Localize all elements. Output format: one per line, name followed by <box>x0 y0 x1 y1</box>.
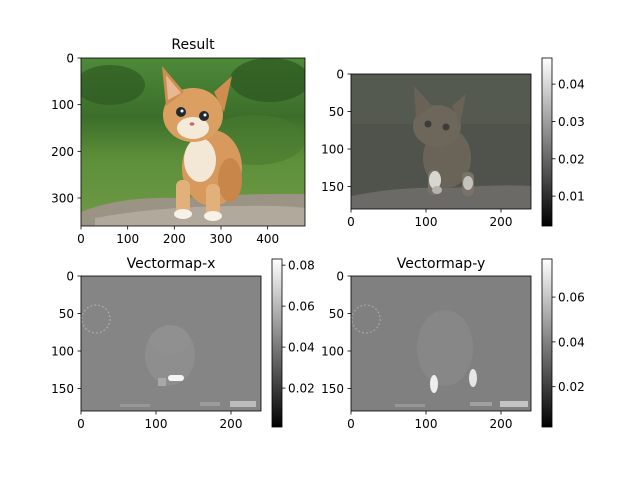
y-tick-label: 50 <box>329 307 344 321</box>
colorbar-faded <box>541 57 553 227</box>
colorbar-tick-label: 0.02 <box>288 382 315 396</box>
y-tick-label: 100 <box>51 345 74 359</box>
vectormap-y-image <box>351 276 531 411</box>
x-tick-label: 200 <box>490 417 513 431</box>
panel-vectormap-y-xticks: 0 100 200 <box>347 411 512 431</box>
x-tick-label: 0 <box>347 417 355 431</box>
x-tick-label: 400 <box>256 232 279 246</box>
x-tick-label: 0 <box>77 232 85 246</box>
x-tick-label: 100 <box>145 417 168 431</box>
colorbar-tick-label: 0.06 <box>558 291 585 305</box>
colorbar-tick-label: 0.03 <box>558 115 585 129</box>
panel-vectormap-x-yticks: 0 50 100 150 <box>51 270 81 396</box>
panel-vectormap-x-xticks: 0 100 200 <box>77 411 242 431</box>
panel-result: Result <box>51 37 306 246</box>
panel-faded-yticks: 0 50 100 150 <box>321 68 351 194</box>
y-tick-label: 100 <box>321 345 344 359</box>
panel-vectormap-x-title: Vectormap-x <box>127 256 216 272</box>
colorbar-vectormap-y <box>541 258 553 428</box>
colorbar-tick-label: 0.02 <box>558 380 585 394</box>
colorbar-vectormap-x <box>271 258 283 428</box>
x-tick-label: 0 <box>347 215 355 229</box>
y-tick-label: 100 <box>321 143 344 157</box>
kitten-image <box>81 58 305 226</box>
colorbar-tick-label: 0.04 <box>288 341 315 355</box>
colorbar-tick-label: 0.08 <box>288 259 315 273</box>
x-tick-label: 100 <box>116 232 139 246</box>
x-tick-label: 100 <box>415 215 438 229</box>
y-tick-label: 300 <box>51 192 74 206</box>
x-tick-label: 200 <box>220 417 243 431</box>
y-tick-label: 50 <box>59 307 74 321</box>
colorbar-tick-label: 0.04 <box>558 335 585 349</box>
colorbar-tick-label: 0.02 <box>558 152 585 166</box>
panel-faded-xticks: 0 100 200 <box>347 209 512 229</box>
colorbar-vectormap-y-ticks: 0.02 0.04 0.06 <box>552 291 585 394</box>
y-tick-label: 50 <box>329 105 344 119</box>
x-tick-label: 200 <box>490 215 513 229</box>
panel-result-xticks: 0 100 200 300 400 <box>77 226 279 246</box>
panel-vectormap-y-title: Vectormap-y <box>397 256 486 272</box>
colorbar-faded-ticks: 0.01 0.02 0.03 0.04 <box>552 78 585 204</box>
x-tick-label: 100 <box>415 417 438 431</box>
panel-result-yticks: 0 100 200 300 <box>51 52 81 206</box>
colorbar-tick-label: 0.04 <box>558 78 585 92</box>
panel-vectormap-y-yticks: 0 50 100 150 <box>321 270 351 396</box>
y-tick-label: 100 <box>51 98 74 112</box>
y-tick-label: 0 <box>336 68 344 82</box>
y-tick-label: 150 <box>51 382 74 396</box>
x-tick-label: 0 <box>77 417 85 431</box>
panel-result-title: Result <box>171 37 215 53</box>
colorbar-tick-label: 0.01 <box>558 190 585 204</box>
y-tick-label: 150 <box>321 382 344 396</box>
y-tick-label: 200 <box>51 145 74 159</box>
y-tick-label: 0 <box>336 270 344 284</box>
y-tick-label: 0 <box>66 52 74 66</box>
panel-faded: 0 100 200 0 50 100 150 0.01 0.02 0.03 0.04 <box>321 57 585 229</box>
x-tick-label: 300 <box>210 232 233 246</box>
y-tick-label: 0 <box>66 270 74 284</box>
y-tick-label: 150 <box>321 180 344 194</box>
colorbar-vectormap-x-ticks: 0.02 0.04 0.06 0.08 <box>282 259 315 396</box>
faded-kitten-image <box>351 74 531 209</box>
x-tick-label: 200 <box>163 232 186 246</box>
vectormap-x-image <box>81 276 261 411</box>
colorbar-tick-label: 0.06 <box>288 300 315 314</box>
